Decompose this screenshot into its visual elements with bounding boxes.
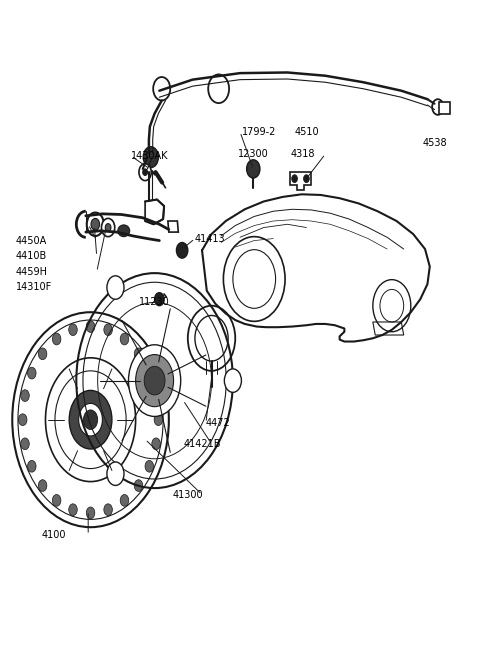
Circle shape [69, 324, 77, 336]
Text: 4510: 4510 [295, 127, 319, 137]
Circle shape [134, 480, 143, 491]
Ellipse shape [118, 225, 130, 237]
Polygon shape [145, 200, 164, 224]
Circle shape [143, 147, 158, 168]
Circle shape [21, 438, 29, 449]
Circle shape [38, 480, 47, 491]
Circle shape [247, 160, 260, 178]
Text: 1799-2: 1799-2 [242, 127, 277, 137]
Circle shape [136, 355, 174, 407]
Circle shape [107, 462, 124, 486]
Circle shape [21, 390, 29, 401]
Circle shape [154, 414, 163, 426]
Circle shape [101, 218, 115, 237]
Circle shape [79, 403, 102, 436]
Bar [439, 102, 450, 114]
Circle shape [18, 414, 27, 426]
Text: 41300: 41300 [173, 489, 203, 499]
Text: 4459H: 4459H [16, 267, 48, 277]
Circle shape [139, 164, 151, 181]
Polygon shape [290, 172, 311, 191]
Circle shape [52, 333, 61, 345]
Circle shape [129, 345, 180, 417]
Text: 41413: 41413 [195, 234, 226, 244]
Circle shape [104, 324, 112, 336]
Circle shape [152, 390, 160, 401]
Circle shape [27, 367, 36, 379]
Circle shape [145, 461, 154, 472]
Circle shape [134, 348, 143, 359]
Circle shape [86, 321, 95, 332]
Circle shape [38, 348, 47, 359]
Circle shape [177, 242, 188, 258]
Circle shape [120, 495, 129, 507]
Text: 11230: 11230 [139, 298, 170, 307]
Circle shape [86, 507, 95, 519]
Circle shape [69, 504, 77, 516]
Circle shape [120, 333, 129, 345]
Text: 4100: 4100 [42, 530, 66, 540]
Circle shape [105, 223, 111, 231]
Circle shape [152, 438, 160, 449]
Circle shape [87, 213, 104, 236]
Circle shape [155, 292, 164, 306]
Circle shape [224, 369, 241, 392]
Circle shape [104, 504, 112, 516]
Circle shape [145, 367, 154, 379]
Text: 1430AK: 1430AK [131, 151, 168, 161]
Circle shape [27, 461, 36, 472]
Circle shape [303, 175, 309, 183]
Text: 41421B: 41421B [183, 439, 221, 449]
Text: 12300: 12300 [238, 149, 268, 159]
Text: 4318: 4318 [291, 149, 315, 159]
Circle shape [107, 276, 124, 299]
Circle shape [52, 495, 61, 507]
Circle shape [144, 367, 165, 395]
Text: 4538: 4538 [423, 138, 447, 148]
Circle shape [91, 218, 99, 230]
Circle shape [292, 175, 298, 183]
Circle shape [69, 390, 112, 449]
Text: 14310F: 14310F [16, 283, 52, 292]
Text: 4472: 4472 [206, 418, 230, 428]
Text: 4410B: 4410B [16, 251, 48, 261]
Text: 4450A: 4450A [16, 236, 48, 246]
Circle shape [143, 169, 147, 175]
Polygon shape [168, 221, 179, 232]
Circle shape [84, 410, 97, 430]
